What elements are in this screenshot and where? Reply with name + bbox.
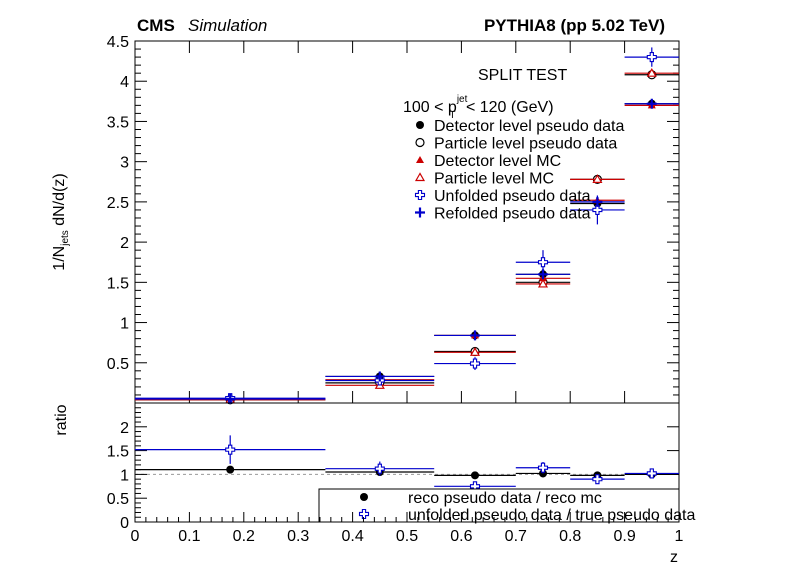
x-axis-title: z bbox=[670, 549, 678, 566]
top-y-axis-title: 1/Njets dN/d(z) bbox=[51, 173, 71, 270]
ratio-axis-ticks: 2 1.5 1 0.5 0 bbox=[107, 407, 679, 532]
ratio-y-tick-label: 1.5 bbox=[107, 444, 129, 461]
x-tick-label: 0.4 bbox=[341, 528, 363, 545]
ratio-data-point bbox=[225, 444, 236, 455]
sel-sub: T bbox=[449, 110, 455, 121]
simulation-label: Simulation bbox=[188, 16, 267, 35]
top-y-tick-label: 3 bbox=[120, 155, 129, 172]
ratio-y-axis-title: ratio bbox=[53, 404, 70, 435]
split-test-title: SPLIT TEST bbox=[478, 67, 567, 84]
sel-pre: 100 < p bbox=[403, 99, 457, 116]
top-data-point bbox=[537, 278, 549, 288]
top-y-tick-label: 0.5 bbox=[107, 356, 129, 373]
top-data-point bbox=[538, 269, 548, 280]
top-y-tick-label: 2 bbox=[120, 235, 129, 252]
top-y-tick-label: 4.5 bbox=[107, 34, 129, 51]
sel-post: < 120 (GeV) bbox=[462, 99, 554, 116]
ylabel-post: dN/d(z) bbox=[51, 173, 68, 230]
top-data-point bbox=[225, 393, 236, 404]
top-axis-ticks: 4.5 4 3.5 3 2.5 2 1.5 1 0.5 bbox=[107, 34, 680, 404]
ratio-data-point bbox=[592, 474, 603, 485]
ratio-legend-label: unfolded pseudo data / true pseudo data bbox=[408, 507, 695, 524]
x-tick-label: 0.1 bbox=[178, 528, 200, 545]
ratio-y-tick-label: 0 bbox=[120, 515, 129, 532]
top-data-point bbox=[646, 98, 657, 109]
top-legend-marker bbox=[415, 207, 425, 218]
top-legend-label: Detector level pseudo data bbox=[434, 118, 624, 135]
x-tick-label: 0.2 bbox=[233, 528, 255, 545]
top-y-tick-label: 1.5 bbox=[107, 275, 129, 292]
top-data-point bbox=[469, 358, 481, 369]
top-legend-marker bbox=[416, 156, 424, 163]
ratio-data-point bbox=[226, 465, 235, 474]
ratio-data-point bbox=[374, 463, 385, 474]
top-data-point bbox=[592, 204, 603, 215]
top-data-point bbox=[646, 67, 657, 77]
ratio-data-point bbox=[471, 471, 479, 480]
ratio-legend-marker bbox=[358, 508, 370, 520]
top-legend-marker bbox=[416, 121, 424, 129]
top-legend-label: Detector level MC bbox=[434, 153, 561, 170]
top-data-point bbox=[592, 174, 603, 183]
x-tick-label: 0.5 bbox=[396, 528, 418, 545]
ratio-data-point bbox=[537, 462, 549, 473]
x-tick-label: 0.7 bbox=[505, 528, 527, 545]
sel-sup: jet bbox=[456, 94, 468, 105]
cms-label: CMS bbox=[137, 16, 175, 35]
x-tick-label: 0.3 bbox=[287, 528, 309, 545]
top-data-point bbox=[470, 330, 480, 341]
x-tick-label: 0.8 bbox=[559, 528, 581, 545]
top-data-point bbox=[374, 371, 385, 382]
top-legend-label: Particle level pseudo data bbox=[434, 136, 617, 153]
ratio-legend-box bbox=[318, 488, 680, 523]
top-y-tick-label: 3.5 bbox=[107, 114, 129, 131]
top-data-marks bbox=[135, 47, 679, 405]
x-tick-label: 0.6 bbox=[450, 528, 472, 545]
ratio-y-tick-label: 0.5 bbox=[107, 491, 129, 508]
ratio-data-marks bbox=[135, 435, 679, 492]
ylabel-sub: jets bbox=[60, 230, 71, 247]
top-y-tick-label: 4 bbox=[120, 74, 129, 91]
top-legend-marker bbox=[415, 137, 425, 148]
top-data-point bbox=[592, 196, 603, 207]
top-legend-marker bbox=[414, 189, 426, 201]
x-tick-label: 0 bbox=[131, 528, 140, 545]
top-y-tick-label: 1 bbox=[120, 316, 129, 333]
ratio-y-tick-label: 1 bbox=[120, 467, 129, 484]
top-legend-label: Particle level MC bbox=[434, 171, 554, 188]
top-y-tick-label: 2.5 bbox=[107, 195, 129, 212]
top-data-point bbox=[537, 257, 549, 268]
ylabel-pre: 1/N bbox=[51, 246, 68, 271]
top-data-point bbox=[469, 347, 481, 356]
x-axis-ticks: 0 0.1 0.2 0.3 0.4 0.5 0.6 0.7 0.8 0.9 1 bbox=[131, 512, 684, 545]
top-legend-label: Unfolded pseudo data bbox=[434, 188, 591, 205]
top-legend-marker bbox=[414, 172, 426, 182]
top-data-point bbox=[646, 52, 657, 63]
x-tick-label: 0.9 bbox=[613, 528, 635, 545]
ratio-data-point bbox=[646, 468, 657, 479]
pt-selection-label: 100 < pjet T < 120 (GeV) bbox=[403, 94, 554, 121]
ratio-y-tick-label: 2 bbox=[120, 420, 129, 437]
ratio-legend-label: reco pseudo data / reco mc bbox=[408, 490, 602, 507]
top-legend-label: Refolded pseudo data bbox=[434, 206, 591, 223]
generator-label: PYTHIA8 (pp 5.02 TeV) bbox=[484, 16, 665, 35]
x-tick-label: 1 bbox=[675, 528, 684, 545]
ratio-legend-marker bbox=[360, 493, 368, 501]
